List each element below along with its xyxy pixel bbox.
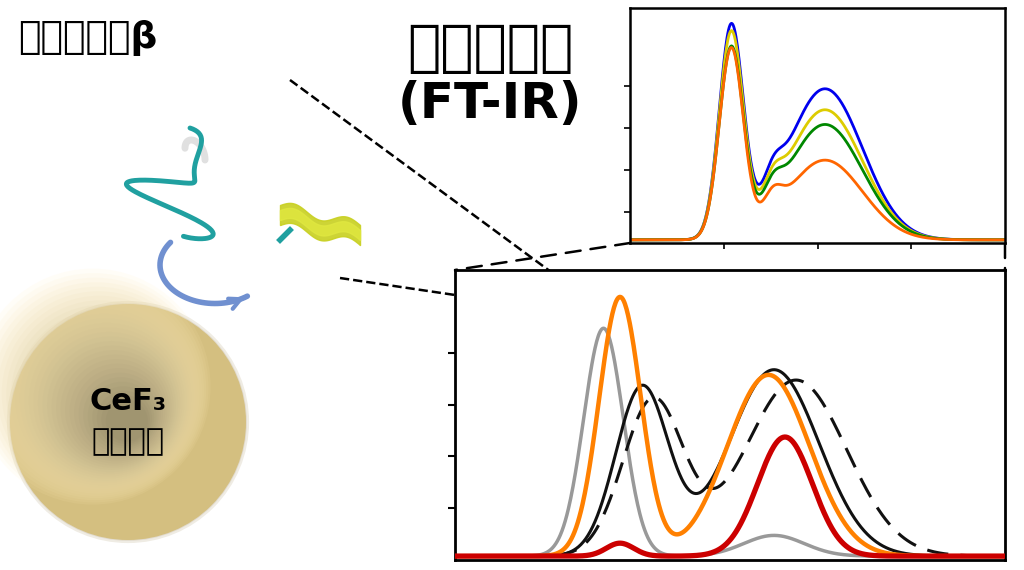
- Ellipse shape: [0, 291, 200, 494]
- Ellipse shape: [6, 300, 196, 490]
- Ellipse shape: [34, 327, 182, 477]
- Ellipse shape: [74, 368, 163, 457]
- Ellipse shape: [79, 373, 161, 455]
- Ellipse shape: [60, 355, 170, 463]
- Ellipse shape: [25, 319, 186, 481]
- Ellipse shape: [0, 282, 204, 498]
- Text: CeF₃: CeF₃: [89, 388, 167, 417]
- Ellipse shape: [38, 332, 180, 474]
- Ellipse shape: [101, 395, 151, 444]
- Ellipse shape: [19, 314, 189, 483]
- Ellipse shape: [10, 304, 246, 540]
- Ellipse shape: [56, 350, 172, 466]
- Ellipse shape: [0, 278, 206, 500]
- Ellipse shape: [96, 390, 153, 446]
- Ellipse shape: [51, 345, 174, 468]
- Ellipse shape: [42, 336, 178, 472]
- Ellipse shape: [11, 305, 194, 487]
- Ellipse shape: [47, 341, 176, 470]
- Text: アミロイドβ: アミロイドβ: [18, 20, 158, 56]
- Ellipse shape: [105, 400, 147, 442]
- Ellipse shape: [0, 273, 209, 502]
- Text: ナノ粒子: ナノ粒子: [91, 428, 165, 457]
- Ellipse shape: [15, 310, 191, 485]
- Ellipse shape: [70, 364, 165, 459]
- Ellipse shape: [83, 377, 159, 453]
- Ellipse shape: [0, 287, 202, 496]
- Ellipse shape: [92, 386, 155, 449]
- Ellipse shape: [88, 382, 157, 450]
- Ellipse shape: [29, 323, 184, 479]
- Text: βシート: βシート: [833, 154, 966, 206]
- Text: (FT-IR): (FT-IR): [397, 80, 583, 128]
- Text: 赤外分光法: 赤外分光法: [407, 22, 573, 76]
- Ellipse shape: [66, 359, 167, 461]
- Ellipse shape: [2, 296, 198, 491]
- Ellipse shape: [0, 268, 211, 504]
